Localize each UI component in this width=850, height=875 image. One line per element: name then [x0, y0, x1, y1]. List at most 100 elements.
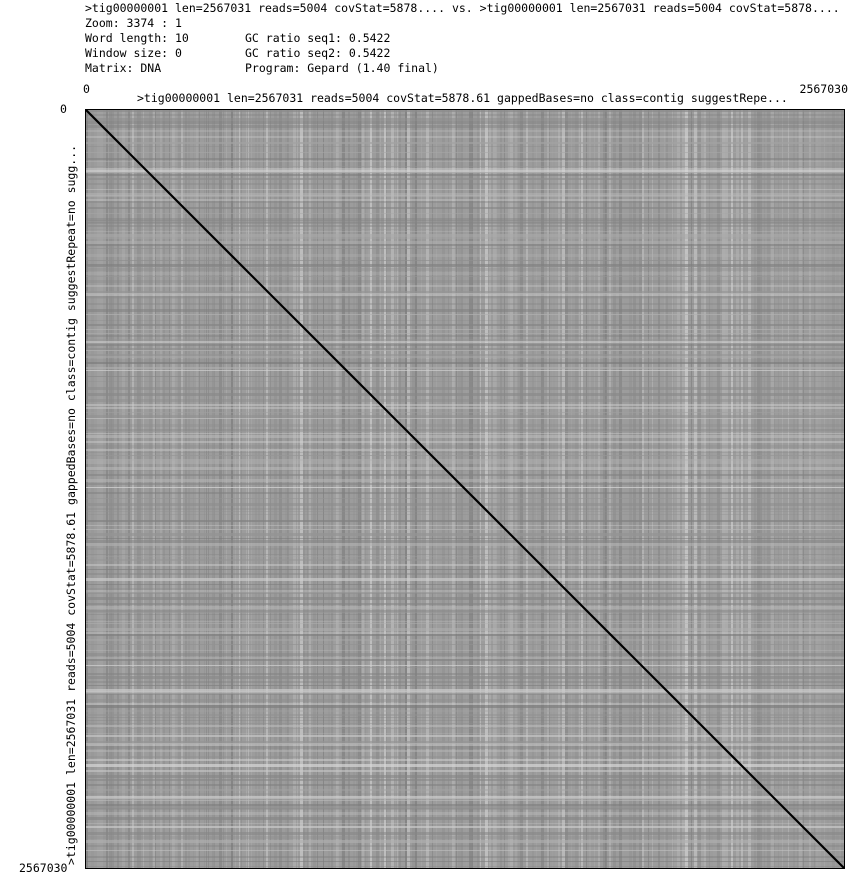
texture-stripe-vertical: [598, 110, 600, 868]
texture-stripe-horizontal: [86, 812, 844, 815]
texture-stripe-horizontal: [86, 201, 844, 203]
texture-stripe-vertical: [532, 110, 534, 868]
texture-stripe-horizontal: [86, 356, 844, 358]
texture-stripe-horizontal: [86, 619, 844, 620]
texture-stripe-horizontal: [86, 717, 844, 718]
texture-stripe-vertical: [309, 110, 311, 868]
texture-stripe-vertical: [412, 110, 415, 868]
texture-stripe-vertical: [748, 110, 751, 868]
texture-stripe-horizontal: [86, 433, 844, 434]
texture-stripe-vertical: [178, 110, 181, 868]
texture-stripe-horizontal: [86, 166, 844, 167]
texture-stripe-horizontal: [86, 653, 844, 656]
texture-stripe-horizontal: [86, 118, 844, 121]
texture-stripe-vertical: [500, 110, 502, 868]
texture-stripe-vertical: [270, 110, 271, 868]
texture-stripe-horizontal: [86, 381, 844, 382]
texture-stripe-vertical: [788, 110, 789, 868]
texture-stripe-horizontal: [86, 418, 844, 419]
texture-stripe-horizontal: [86, 199, 844, 201]
texture-stripe-horizontal: [86, 703, 844, 705]
texture-stripe-vertical: [674, 110, 677, 868]
texture-stripe-vertical: [694, 110, 697, 868]
texture-stripe-vertical: [609, 110, 611, 868]
texture-stripe-horizontal: [86, 705, 844, 708]
texture-stripe-horizontal: [86, 759, 844, 761]
dotplot-area: [85, 109, 845, 869]
texture-stripe-horizontal: [86, 222, 844, 224]
texture-stripe-vertical: [214, 110, 215, 868]
texture-stripe-vertical: [623, 110, 624, 868]
texture-stripe-vertical: [764, 110, 765, 868]
texture-stripe-vertical: [185, 110, 187, 868]
texture-stripe-horizontal: [86, 142, 844, 144]
texture-stripe-vertical: [160, 110, 162, 868]
texture-stripe-vertical: [605, 110, 607, 868]
texture-stripe-horizontal: [86, 817, 844, 820]
texture-stripe-vertical: [472, 110, 473, 868]
texture-stripe-vertical: [342, 110, 345, 868]
texture-stripe-vertical: [799, 110, 802, 868]
texture-stripe-vertical: [368, 110, 370, 868]
texture-stripe-vertical: [586, 110, 587, 868]
texture-stripe-vertical: [212, 110, 214, 868]
texture-stripe-vertical: [652, 110, 653, 868]
texture-stripe-horizontal: [86, 459, 844, 461]
y-tick-start: 0: [60, 102, 67, 116]
texture-stripe-horizontal: [86, 130, 844, 132]
texture-stripe-horizontal: [86, 590, 844, 593]
texture-stripe-vertical: [172, 110, 175, 868]
texture-stripe-horizontal: [86, 272, 844, 275]
texture-stripe-horizontal: [86, 158, 844, 160]
texture-stripe-horizontal: [86, 808, 844, 810]
texture-stripe-vertical: [149, 110, 152, 868]
texture-stripe-horizontal: [86, 543, 844, 546]
texture-stripe-horizontal: [86, 178, 844, 180]
texture-stripe-horizontal: [86, 387, 844, 390]
texture-stripe-horizontal: [86, 161, 844, 162]
texture-stripe-horizontal: [86, 720, 844, 721]
texture-stripe-vertical: [248, 110, 249, 868]
texture-stripe-vertical: [480, 110, 481, 868]
texture-stripe-vertical: [691, 110, 692, 868]
texture-stripe-vertical: [421, 110, 422, 868]
texture-stripe-horizontal: [86, 569, 844, 570]
texture-stripe-vertical: [206, 110, 207, 868]
texture-stripe-horizontal: [86, 659, 844, 661]
texture-stripe-horizontal: [86, 329, 844, 330]
texture-stripe-horizontal: [86, 183, 844, 185]
texture-stripe-vertical: [603, 110, 606, 868]
texture-stripe-vertical: [239, 110, 240, 868]
texture-stripe-vertical: [279, 110, 282, 868]
texture-stripe-vertical: [836, 110, 839, 868]
texture-stripe-vertical: [771, 110, 774, 868]
texture-stripe-horizontal: [86, 621, 844, 622]
texture-stripe-vertical: [86, 110, 88, 868]
texture-stripe-horizontal: [86, 461, 844, 464]
texture-stripe-horizontal: [86, 743, 844, 746]
texture-stripe-horizontal: [86, 764, 844, 767]
x-axis-title: >tig00000001 len=2567031 reads=5004 covS…: [137, 91, 788, 105]
texture-stripe-vertical: [380, 110, 381, 868]
texture-stripe-horizontal: [86, 861, 844, 862]
texture-stripe-horizontal: [86, 741, 844, 744]
texture-stripe-vertical: [391, 110, 394, 868]
texture-stripe-vertical: [153, 110, 156, 868]
texture-stripe-horizontal: [86, 826, 844, 828]
texture-stripe-vertical: [709, 110, 710, 868]
texture-stripe-horizontal: [86, 225, 844, 227]
texture-stripe-horizontal: [86, 172, 844, 173]
texture-stripe-vertical: [399, 110, 401, 868]
texture-stripe-vertical: [757, 110, 760, 868]
texture-stripe-horizontal: [86, 291, 844, 294]
texture-stripe-horizontal: [86, 174, 844, 176]
texture-stripe-vertical: [297, 110, 298, 868]
texture-stripe-horizontal: [86, 354, 844, 356]
texture-stripe-horizontal: [86, 404, 844, 406]
window-size-label: Window size: 0: [85, 46, 182, 60]
texture-stripe-horizontal: [86, 280, 844, 283]
texture-stripe-horizontal: [86, 634, 844, 636]
texture-stripe-horizontal: [86, 220, 844, 223]
texture-stripe-horizontal: [86, 614, 844, 615]
texture-stripe-horizontal: [86, 424, 844, 427]
